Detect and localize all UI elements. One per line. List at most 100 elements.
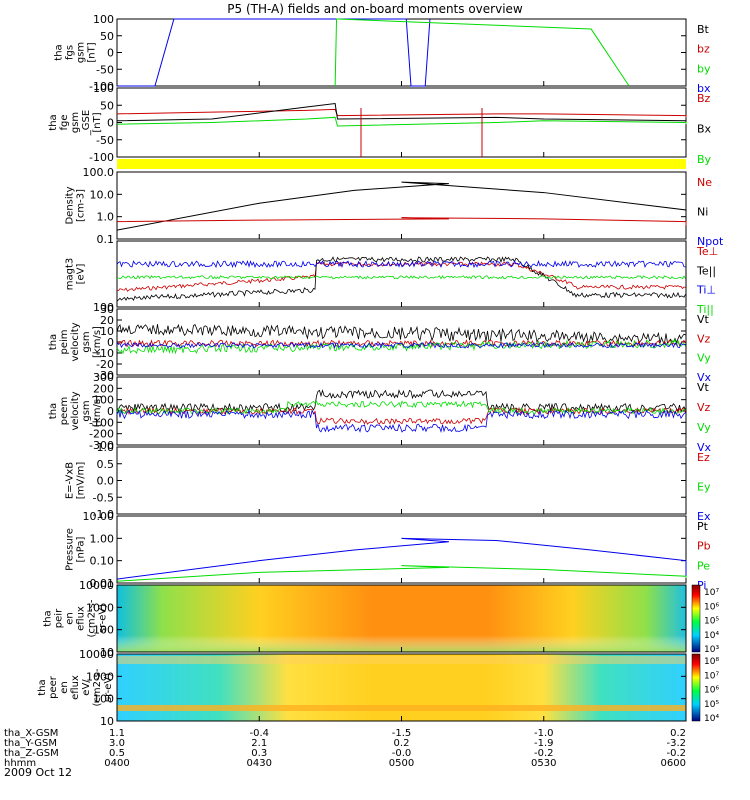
y-tick-label: -50 <box>96 134 114 147</box>
legend-entry: Vx <box>697 441 712 454</box>
y-tick-label: 0 <box>107 117 114 130</box>
series-Bx <box>116 102 687 123</box>
axis-value: -0.2 <box>534 748 554 759</box>
y-tick-label: 0.0 <box>97 475 115 488</box>
y-tick-label: 100 <box>93 13 114 26</box>
mode-bar <box>117 159 686 169</box>
y-tick-label: 10 <box>100 646 114 659</box>
y-tick-label: 30 <box>100 303 114 316</box>
colorbar-tick-label: 10⁷ <box>704 588 719 598</box>
legend-entry: Npot <box>697 235 724 248</box>
series-bx <box>117 18 431 87</box>
svg-text:E=-VxB: E=-VxB <box>65 462 76 499</box>
y-tick-label: 0 <box>107 336 114 349</box>
axis-value: 0430 <box>247 758 272 769</box>
legend-entry: Ni <box>697 206 708 219</box>
y-tick-label: 100 <box>93 693 114 706</box>
trace-vx <box>116 341 686 350</box>
page-title: P5 (TH-A) fields and on-board moments ov… <box>227 2 523 16</box>
axis-value: -1.0 <box>534 728 554 739</box>
y-tick-label: -100 <box>89 151 114 164</box>
trace-te-par <box>116 256 686 302</box>
axis-row-label: tha_Y-GSM <box>4 738 57 749</box>
svg-text:sr-eV): sr-eV) <box>98 604 109 633</box>
svg-text:tha: tha <box>54 44 65 60</box>
trace-vx <box>116 408 686 433</box>
svg-text:peem: peem <box>59 397 70 425</box>
svg-text:Pressure: Pressure <box>65 528 76 571</box>
legend-entry: Vt <box>697 381 710 394</box>
legend-entry: By <box>697 153 712 166</box>
legend-entry: Vt <box>697 313 710 326</box>
colorbar-tick-label: 10⁵ <box>704 617 719 627</box>
axis-value: 0530 <box>531 758 556 769</box>
svg-text:tha: tha <box>37 679 48 695</box>
axis-value: -1.5 <box>392 728 412 739</box>
svg-text:_GSE: _GSE <box>81 110 92 136</box>
svg-text:eflux: eflux <box>76 606 87 631</box>
colorbar-tick-label: 10⁷ <box>704 671 719 681</box>
svg-text:tha: tha <box>48 403 59 419</box>
y-tick-label: 100 <box>93 82 114 95</box>
y-tick-label: 200 <box>93 382 114 395</box>
y-tick-label: 10 <box>100 325 114 338</box>
y-tick-label: 0.1 <box>97 233 115 246</box>
y-tick-label: 100 <box>93 624 114 637</box>
trace-vt <box>116 323 686 345</box>
y-tick-label: 0.10 <box>90 555 115 568</box>
legend-entry: Vx <box>697 371 712 384</box>
y-tick-label: -50 <box>96 63 114 76</box>
axis-value: 1.1 <box>109 728 125 739</box>
y-tick-label: -0.5 <box>93 491 114 504</box>
panel-3: 100 magt3 [eV] Te⊥ Te|| Ti⊥ Ti|| <box>65 240 718 316</box>
series-Ni <box>116 181 687 239</box>
svg-text:[cm-3]: [cm-3] <box>76 189 87 222</box>
svg-text:tha: tha <box>48 334 59 350</box>
y-axis-label: magt3 [eV] <box>65 258 87 291</box>
svg-text:velocity: velocity <box>70 391 81 430</box>
y-tick-label: 100 <box>93 301 114 314</box>
svg-text:en: en <box>59 681 70 694</box>
y-tick-label: 0 <box>107 47 114 60</box>
y-tick-label: 10.00 <box>83 510 115 523</box>
svg-text:fgs: fgs <box>65 45 76 60</box>
series-Ne <box>116 217 687 226</box>
axis-row-label: hhmm <box>4 758 36 769</box>
y-tick-label: 1000 <box>86 601 114 614</box>
legend-entry: Bx <box>697 123 712 136</box>
panel-6: 1.0 0.5 0.0 -0.5 -1.0 E=-VxB [mV/m] Ez Ey Ex <box>65 441 711 523</box>
y-tick-label: -200 <box>89 428 114 441</box>
svg-text:peim: peim <box>59 329 70 354</box>
colorbar-tick-label: 10⁴ <box>704 714 719 724</box>
svg-text:gsm: gsm <box>70 112 81 133</box>
y-tick-label: 10000 <box>79 579 114 592</box>
y-axis-label: tha peem velocity gsm [km/s] <box>48 391 103 430</box>
y-tick-label: -20 <box>96 358 114 371</box>
series-By <box>116 116 687 127</box>
legend-entry: Ti⊥ <box>696 284 716 297</box>
svg-text:gsm: gsm <box>81 400 92 421</box>
svg-text:eV/: eV/ <box>81 679 92 696</box>
y-tick-label: 100 <box>93 394 114 407</box>
svg-text:gsm: gsm <box>81 331 92 352</box>
legend-entry: Ne <box>697 176 712 189</box>
axis-value: -1.9 <box>534 738 554 749</box>
legend-entry: Ex <box>697 510 711 523</box>
y-tick-label: 1.0 <box>97 211 115 224</box>
y-tick-label: -300 <box>89 439 114 452</box>
y-tick-label: 0.01 <box>90 577 115 590</box>
axis-row-label: tha_X-GSM <box>4 728 58 739</box>
y-tick-label: 0.5 <box>97 458 115 471</box>
y-tick-label: 1000 <box>86 670 114 683</box>
svg-text:[km/s]: [km/s] <box>92 326 103 358</box>
y-tick-label: -10 <box>96 347 114 360</box>
axis-value: 0500 <box>389 758 414 769</box>
colorbar-8 <box>691 584 701 653</box>
legend-entry: Te|| <box>696 264 716 277</box>
svg-text:(cm2-s-: (cm2-s- <box>92 668 103 706</box>
legend-entry: bx <box>697 82 711 95</box>
